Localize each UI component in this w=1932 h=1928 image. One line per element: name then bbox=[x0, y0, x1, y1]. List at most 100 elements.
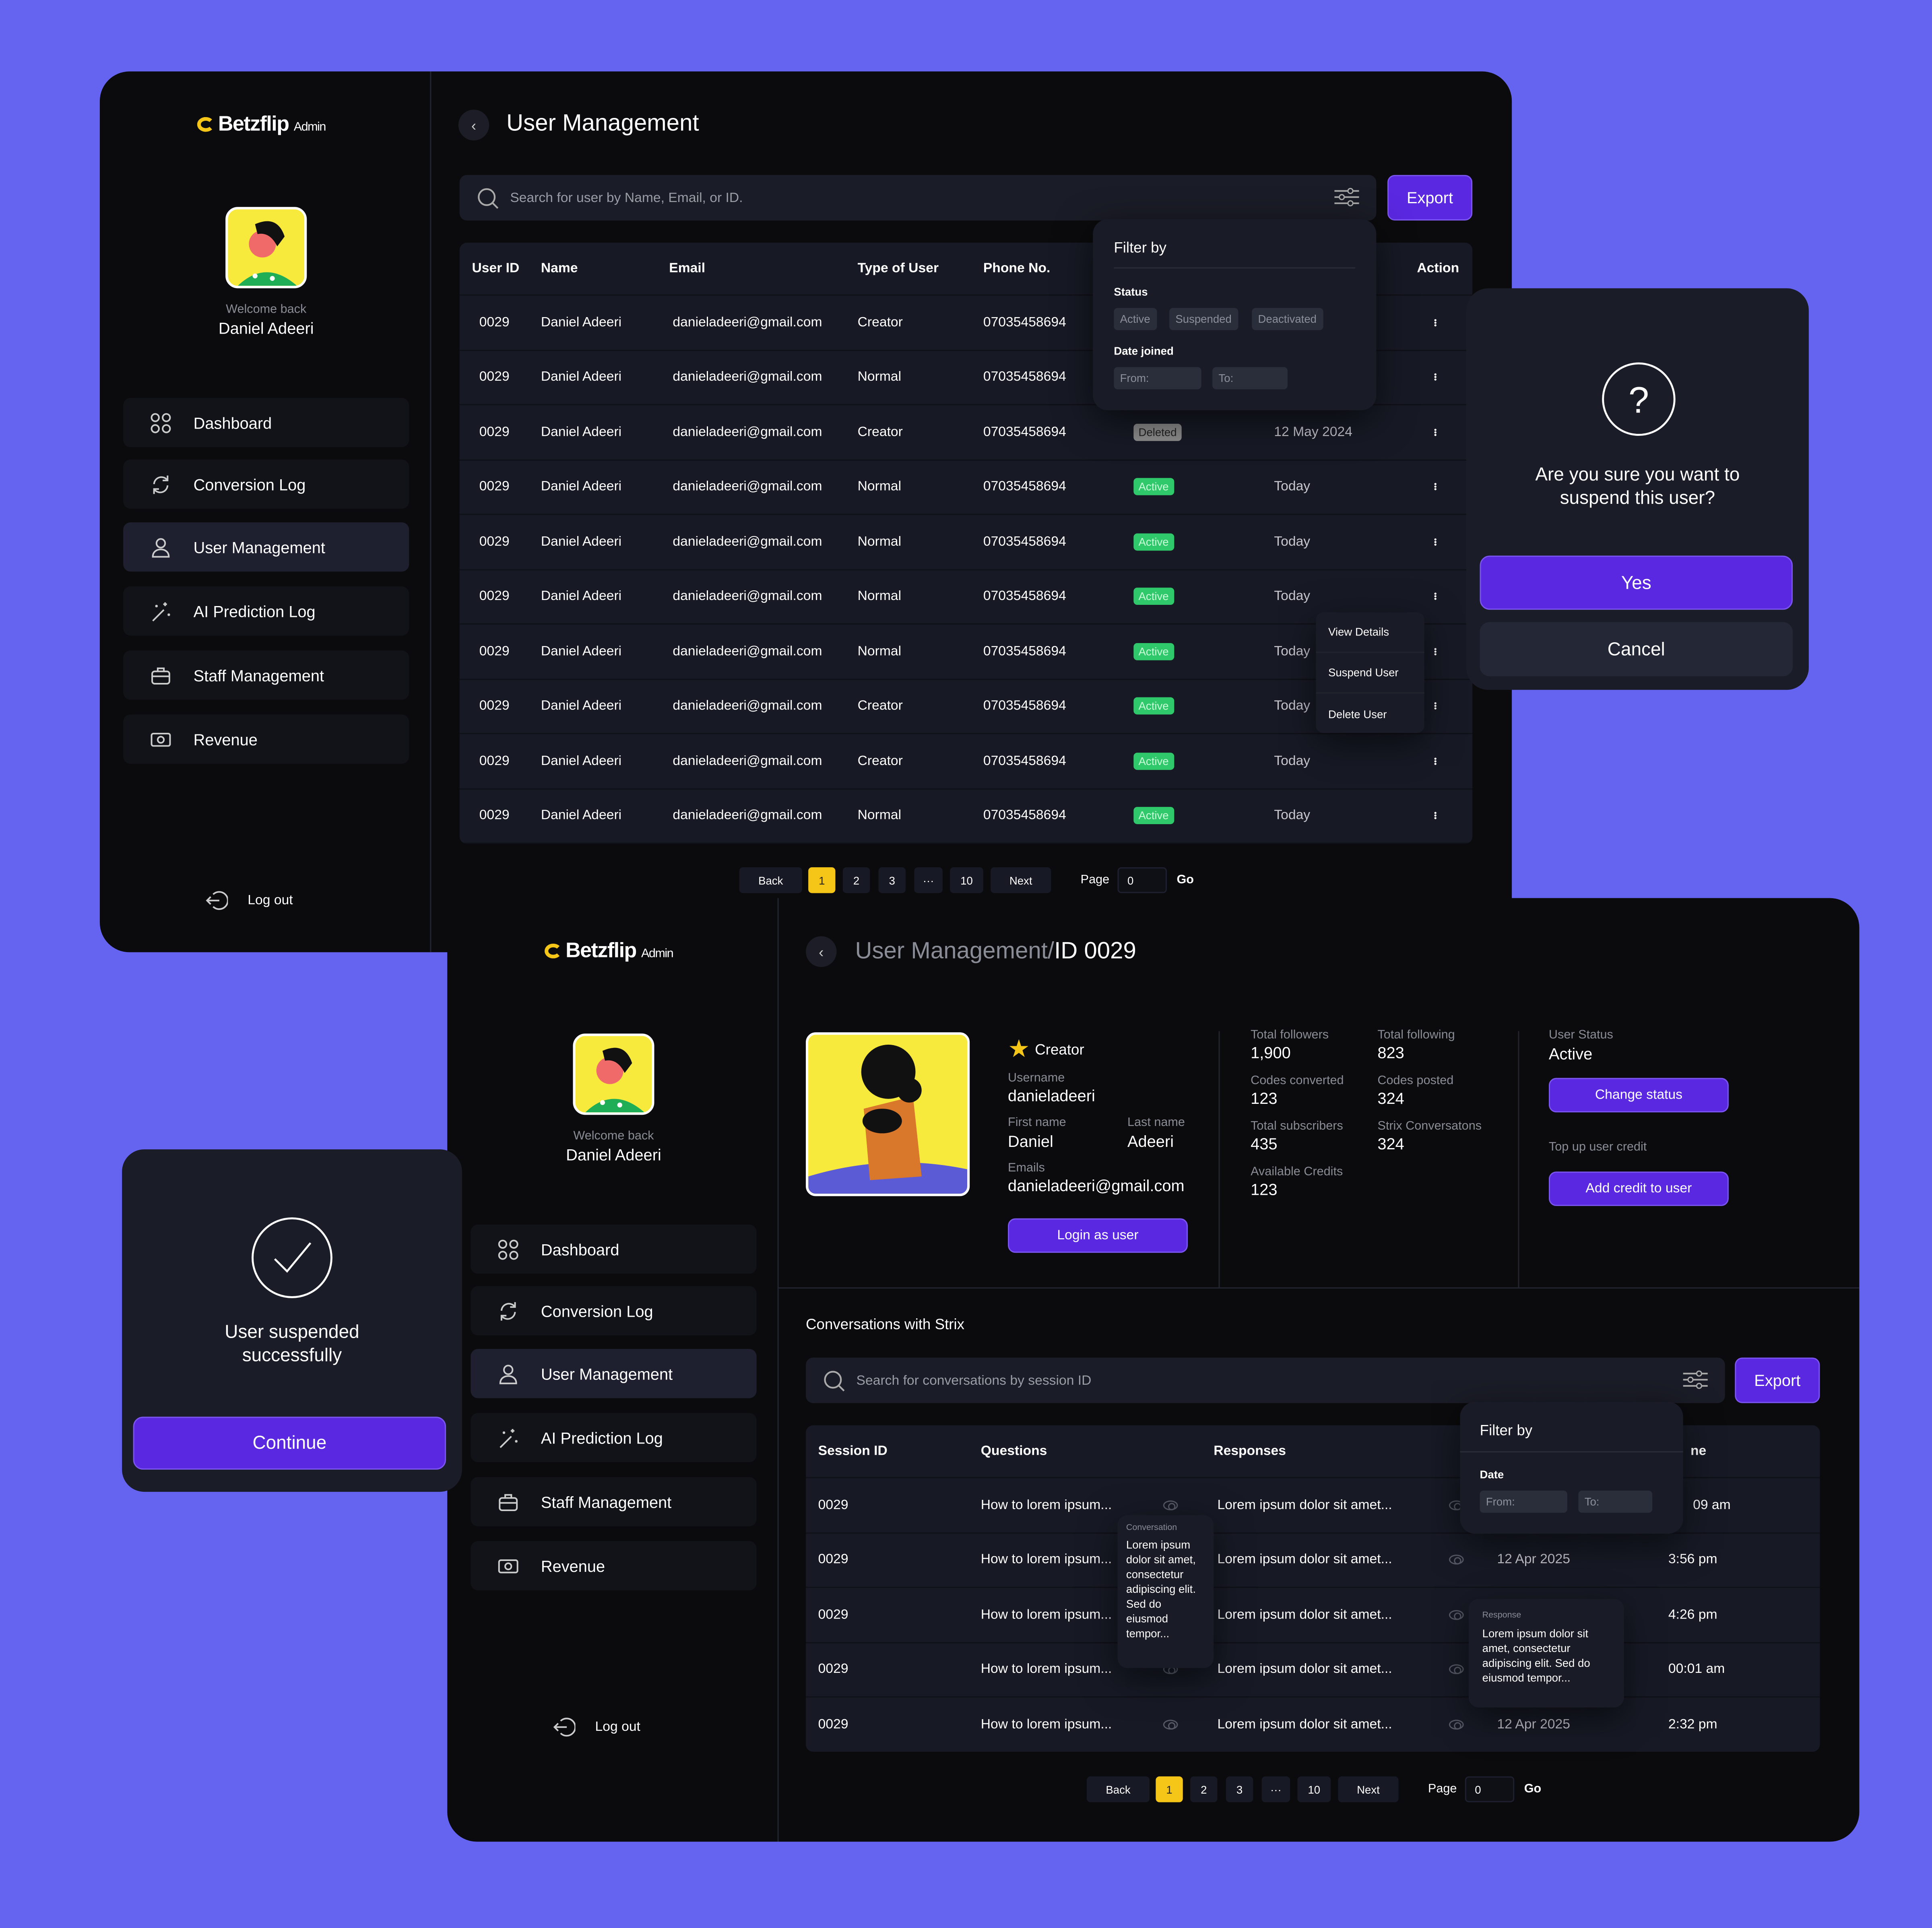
page-number-input[interactable]: 0 bbox=[1117, 867, 1167, 893]
suspend-confirm-dialog: ? Are you sure you want to suspend this … bbox=[1466, 288, 1809, 690]
sidebar-item-revenue[interactable]: Revenue bbox=[471, 1541, 757, 1591]
eye-icon[interactable] bbox=[1449, 1719, 1464, 1730]
more-options-icon[interactable]: ••• bbox=[1430, 592, 1438, 601]
cell-name: Daniel Adeeri bbox=[541, 808, 622, 823]
cell-date: 12 Apr 2025 bbox=[1497, 1552, 1571, 1567]
menu-delete-user[interactable]: Delete User bbox=[1328, 707, 1387, 720]
sidebar-item-user-management[interactable]: User Management bbox=[123, 522, 409, 572]
page-3[interactable]: 3 bbox=[1226, 1776, 1253, 1802]
filter-sliders-icon[interactable] bbox=[1683, 1370, 1708, 1390]
page-10[interactable]: 10 bbox=[1297, 1776, 1331, 1802]
question-icon: ? bbox=[1602, 362, 1676, 436]
yes-button[interactable]: Yes bbox=[1480, 555, 1793, 610]
more-options-icon[interactable]: ••• bbox=[1430, 373, 1438, 381]
table-row[interactable]: 0029 Daniel Adeeri danieladeeri@gmail.com C… bbox=[459, 734, 1473, 789]
export-button[interactable]: Export bbox=[1387, 175, 1473, 221]
page-number-input[interactable]: 0 bbox=[1465, 1776, 1515, 1802]
eye-icon[interactable] bbox=[1163, 1500, 1178, 1510]
filter-chip-deactivated[interactable]: Deactivated bbox=[1252, 308, 1323, 330]
table-row[interactable]: 0029 How to lorem ipsum... Lorem ipsum dol… bbox=[806, 1533, 1820, 1588]
sidebar-item-staff-management[interactable]: Staff Management bbox=[123, 650, 409, 700]
sidebar-item-user-management[interactable]: User Management bbox=[471, 1349, 757, 1398]
sidebar-item-revenue[interactable]: Revenue bbox=[123, 714, 409, 764]
go-button[interactable]: Go bbox=[1524, 1782, 1542, 1796]
menu-view-details[interactable]: View Details bbox=[1316, 612, 1424, 653]
more-options-icon[interactable]: ••• bbox=[1430, 757, 1438, 765]
table-row[interactable]: 0029 Daniel Adeeri danieladeeri@gmail.com N… bbox=[459, 460, 1473, 515]
page-1[interactable]: 1 bbox=[808, 867, 836, 893]
menu-suspend-user[interactable]: Suspend User bbox=[1316, 653, 1424, 694]
table-row[interactable]: 0029 Daniel Adeeri danieladeeri@gmail.com N… bbox=[459, 789, 1473, 844]
table-row[interactable]: 0029 Daniel Adeeri danieladeeri@gmail.com C… bbox=[459, 296, 1473, 351]
more-options-icon[interactable]: ••• bbox=[1430, 702, 1438, 710]
search-input[interactable]: Search for user by Name, Email, or ID. bbox=[459, 175, 1377, 221]
page-3[interactable]: 3 bbox=[878, 867, 906, 893]
cell-email: danieladeeri@gmail.com bbox=[673, 425, 822, 440]
more-options-icon[interactable]: ••• bbox=[1430, 483, 1438, 491]
table-row[interactable]: 0029 Daniel Adeeri danieladeeri@gmail.com C… bbox=[459, 679, 1473, 734]
table-row[interactable]: 0029 Daniel Adeeri danieladeeri@gmail.com C… bbox=[459, 405, 1473, 460]
page-10[interactable]: 10 bbox=[950, 867, 983, 893]
conversation-search-input[interactable]: Search for conversations by session ID bbox=[806, 1357, 1725, 1403]
pagination-back-button[interactable]: Back bbox=[739, 867, 802, 893]
pagination-next-button[interactable]: Next bbox=[1338, 1776, 1399, 1802]
cell-date: Today bbox=[1274, 479, 1311, 495]
table-row[interactable]: 0029 How to lorem ipsum... Lorem ipsum dol… bbox=[806, 1478, 1820, 1533]
date-from-input[interactable]: From: bbox=[1114, 367, 1201, 390]
sidebar-item-ai-prediction-log[interactable]: AI Prediction Log bbox=[123, 586, 409, 636]
table-row[interactable]: 0029 Daniel Adeeri danieladeeri@gmail.com N… bbox=[459, 515, 1473, 570]
more-options-icon[interactable]: ••• bbox=[1430, 538, 1438, 546]
filter-sliders-icon[interactable] bbox=[1334, 187, 1359, 207]
filter-chip-active[interactable]: Active bbox=[1114, 308, 1156, 330]
continue-button[interactable]: Continue bbox=[133, 1417, 446, 1470]
go-button[interactable]: Go bbox=[1177, 873, 1194, 887]
table-row[interactable]: 0029 Daniel Adeeri danieladeeri@gmail.com N… bbox=[459, 351, 1473, 406]
add-credit-button[interactable]: Add credit to user bbox=[1548, 1171, 1729, 1206]
page-ellipsis[interactable]: ··· bbox=[1261, 1776, 1290, 1802]
stat-label: Strix Conversatons bbox=[1377, 1120, 1482, 1134]
cell-name: Daniel Adeeri bbox=[541, 534, 622, 549]
page-2[interactable]: 2 bbox=[842, 867, 870, 893]
more-options-icon[interactable]: ••• bbox=[1430, 647, 1438, 656]
cancel-button[interactable]: Cancel bbox=[1480, 622, 1793, 676]
eye-icon[interactable] bbox=[1449, 1664, 1464, 1674]
table-row[interactable]: 0029 Daniel Adeeri danieladeeri@gmail.com N… bbox=[459, 625, 1473, 680]
logout-button[interactable]: Log out bbox=[553, 1717, 640, 1737]
filter-chip-suspended[interactable]: Suspended bbox=[1169, 308, 1238, 330]
sidebar-item-dashboard[interactable]: Dashboard bbox=[471, 1224, 757, 1274]
status-badge: Active bbox=[1133, 588, 1174, 605]
login-as-user-button[interactable]: Login as user bbox=[1008, 1218, 1188, 1253]
more-options-icon[interactable]: ••• bbox=[1430, 428, 1438, 436]
sidebar-item-ai-prediction-log[interactable]: AI Prediction Log bbox=[471, 1413, 757, 1462]
logout-button[interactable]: Log out bbox=[206, 891, 293, 910]
more-options-icon[interactable]: ••• bbox=[1430, 812, 1438, 820]
page-1[interactable]: 1 bbox=[1156, 1776, 1183, 1802]
table-row[interactable]: 0029 How to lorem ipsum... Lorem ipsum dol… bbox=[806, 1588, 1820, 1643]
sidebar-item-conversion-log[interactable]: Conversion Log bbox=[123, 459, 409, 509]
back-button[interactable]: ‹ bbox=[458, 109, 489, 140]
change-status-button[interactable]: Change status bbox=[1548, 1078, 1729, 1113]
sidebar-item-conversion-log[interactable]: Conversion Log bbox=[471, 1286, 757, 1336]
table-row[interactable]: 0029 How to lorem ipsum... Lorem ipsum dol… bbox=[806, 1697, 1820, 1752]
date-from-input[interactable]: From: bbox=[1480, 1491, 1567, 1513]
date-to-input[interactable]: To: bbox=[1578, 1491, 1653, 1513]
export-button[interactable]: Export bbox=[1735, 1357, 1820, 1403]
breadcrumb-parent[interactable]: User Management/ bbox=[855, 938, 1055, 965]
eye-icon[interactable] bbox=[1449, 1610, 1464, 1620]
cell-phone: 07035458694 bbox=[983, 699, 1066, 714]
back-button[interactable]: ‹ bbox=[806, 936, 837, 967]
sidebar-item-dashboard[interactable]: Dashboard bbox=[123, 398, 409, 447]
eye-icon[interactable] bbox=[1449, 1555, 1464, 1565]
first-name-label: First name bbox=[1008, 1116, 1066, 1130]
pagination-next-button[interactable]: Next bbox=[991, 867, 1051, 893]
table-row[interactable]: 0029 Daniel Adeeri danieladeeri@gmail.com N… bbox=[459, 570, 1473, 625]
sidebar-item-staff-management[interactable]: Staff Management bbox=[471, 1477, 757, 1526]
eye-icon[interactable] bbox=[1163, 1719, 1178, 1730]
pagination-back-button[interactable]: Back bbox=[1086, 1776, 1150, 1802]
page-ellipsis[interactable]: ··· bbox=[914, 867, 943, 893]
email-label: Emails bbox=[1008, 1161, 1045, 1175]
page-2[interactable]: 2 bbox=[1190, 1776, 1218, 1802]
date-to-input[interactable]: To: bbox=[1212, 367, 1288, 390]
table-row[interactable]: 0029 How to lorem ipsum... Lorem ipsum dol… bbox=[806, 1643, 1820, 1698]
more-options-icon[interactable]: ••• bbox=[1430, 318, 1438, 326]
